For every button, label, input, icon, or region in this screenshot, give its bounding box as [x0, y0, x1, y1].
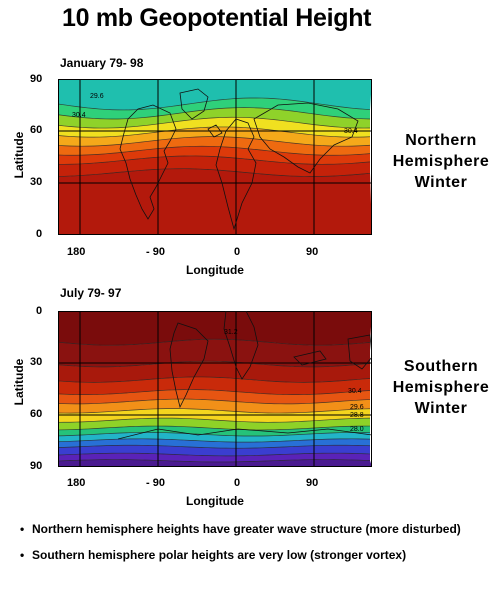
- contour-label: 30.4: [348, 388, 362, 395]
- heatmap-band: [58, 168, 372, 235]
- heatmap-band: [58, 79, 372, 110]
- y-tick: 90: [30, 460, 43, 472]
- bullet-item: Southern hemisphere polar heights are ve…: [20, 548, 490, 562]
- x-tick: 0: [234, 477, 241, 489]
- x-tick: 90: [306, 477, 319, 489]
- side-label-line: Hemisphere: [392, 379, 490, 396]
- heatmap-band: [58, 459, 372, 467]
- x-tick: 0: [234, 246, 241, 258]
- y-tick: 0: [36, 228, 43, 240]
- x-axis-label-south: Longitude: [186, 494, 244, 508]
- heatmap-band: [58, 376, 370, 395]
- x-tick: - 90: [146, 477, 165, 489]
- contour-line: [58, 168, 371, 177]
- bullet-list: Northern hemisphere heights have greater…: [20, 522, 490, 574]
- coastline: [293, 350, 327, 366]
- contour-line: [58, 398, 371, 405]
- contour-label: 29.6: [350, 404, 364, 411]
- y-tick: 60: [30, 408, 43, 420]
- y-axis-label-south: Latitude: [12, 358, 26, 406]
- heatmap-band: [58, 311, 372, 346]
- page-title: 10 mb Geopotential Height: [62, 4, 372, 32]
- contour-line: [58, 408, 371, 414]
- coastline: [179, 88, 209, 120]
- contour-line: [58, 145, 371, 156]
- contour-line: [58, 338, 371, 346]
- y-tick: 90: [30, 73, 43, 85]
- coastline: [117, 428, 372, 440]
- contour-line: [58, 417, 371, 423]
- plot-frame: [58, 311, 372, 467]
- contour-label: 29.6: [90, 93, 104, 100]
- x-tick: 90: [306, 246, 319, 258]
- y-tick: 60: [30, 124, 43, 136]
- contour-line: [58, 107, 371, 120]
- contour-label: 28.0: [350, 426, 364, 433]
- heatmap-band: [58, 97, 370, 120]
- contour-line: [58, 155, 371, 165]
- contour-line: [58, 97, 371, 111]
- y-tick: 30: [30, 176, 43, 188]
- contour-label: 31.2: [224, 329, 238, 336]
- y-axis-label-north: Latitude: [12, 131, 26, 179]
- bullet-item: Northern hemisphere heights have greater…: [20, 522, 490, 536]
- coastline: [223, 311, 259, 380]
- heatmap-band: [58, 418, 370, 430]
- heatmap-band: [58, 146, 370, 165]
- contour-line: [58, 389, 371, 396]
- coastline: [169, 322, 209, 409]
- panel-label-july: July 79- 97: [60, 286, 122, 300]
- side-label-line: Southern: [403, 358, 479, 375]
- contour-line: [58, 438, 371, 443]
- y-tick: 0: [36, 305, 43, 317]
- x-axis-label-north: Longitude: [186, 263, 244, 277]
- contour-line: [58, 126, 371, 138]
- heatmap-band: [58, 155, 370, 177]
- side-label-line: Winter: [414, 400, 468, 417]
- heatmap-band: [58, 339, 370, 367]
- coastline: [253, 102, 359, 174]
- contour-line: [58, 116, 371, 129]
- coastline: [347, 334, 372, 370]
- side-label-line: Hemisphere: [392, 153, 490, 170]
- heatmap-band: [58, 389, 370, 404]
- contour-line: [58, 452, 371, 457]
- contour-label: 30.4: [72, 112, 86, 119]
- x-tick: 180: [67, 477, 86, 489]
- panel-label-january: January 79- 98: [60, 56, 144, 70]
- side-label-southern: Southern Hemisphere Winter: [380, 356, 502, 419]
- heatmap-band: [58, 426, 370, 437]
- side-label-line: Winter: [414, 174, 468, 191]
- heatmap-january: 29.6 30.4 30.4: [58, 79, 372, 235]
- side-label-northern: Northern Hemisphere Winter: [380, 130, 502, 193]
- contour-line: [58, 360, 371, 368]
- x-tick: - 90: [146, 246, 165, 258]
- side-label-line: Northern: [405, 132, 477, 149]
- plot-frame: [58, 79, 372, 235]
- contour-label: 30.4: [344, 128, 358, 135]
- contour-label: 28.8: [350, 412, 364, 419]
- x-tick: 180: [67, 246, 86, 258]
- heatmap-band: [58, 438, 370, 449]
- contour-line: [58, 444, 371, 449]
- contour-line: [58, 432, 371, 437]
- coastline: [119, 104, 177, 220]
- contour-line: [58, 376, 371, 383]
- contour-line: [58, 459, 371, 463]
- heatmap-july: 31.2 30.4 29.628.8 28.0: [58, 311, 372, 467]
- contour-line: [58, 425, 371, 431]
- coastline: [215, 118, 257, 231]
- coastline: [207, 124, 223, 138]
- y-tick: 30: [30, 356, 43, 368]
